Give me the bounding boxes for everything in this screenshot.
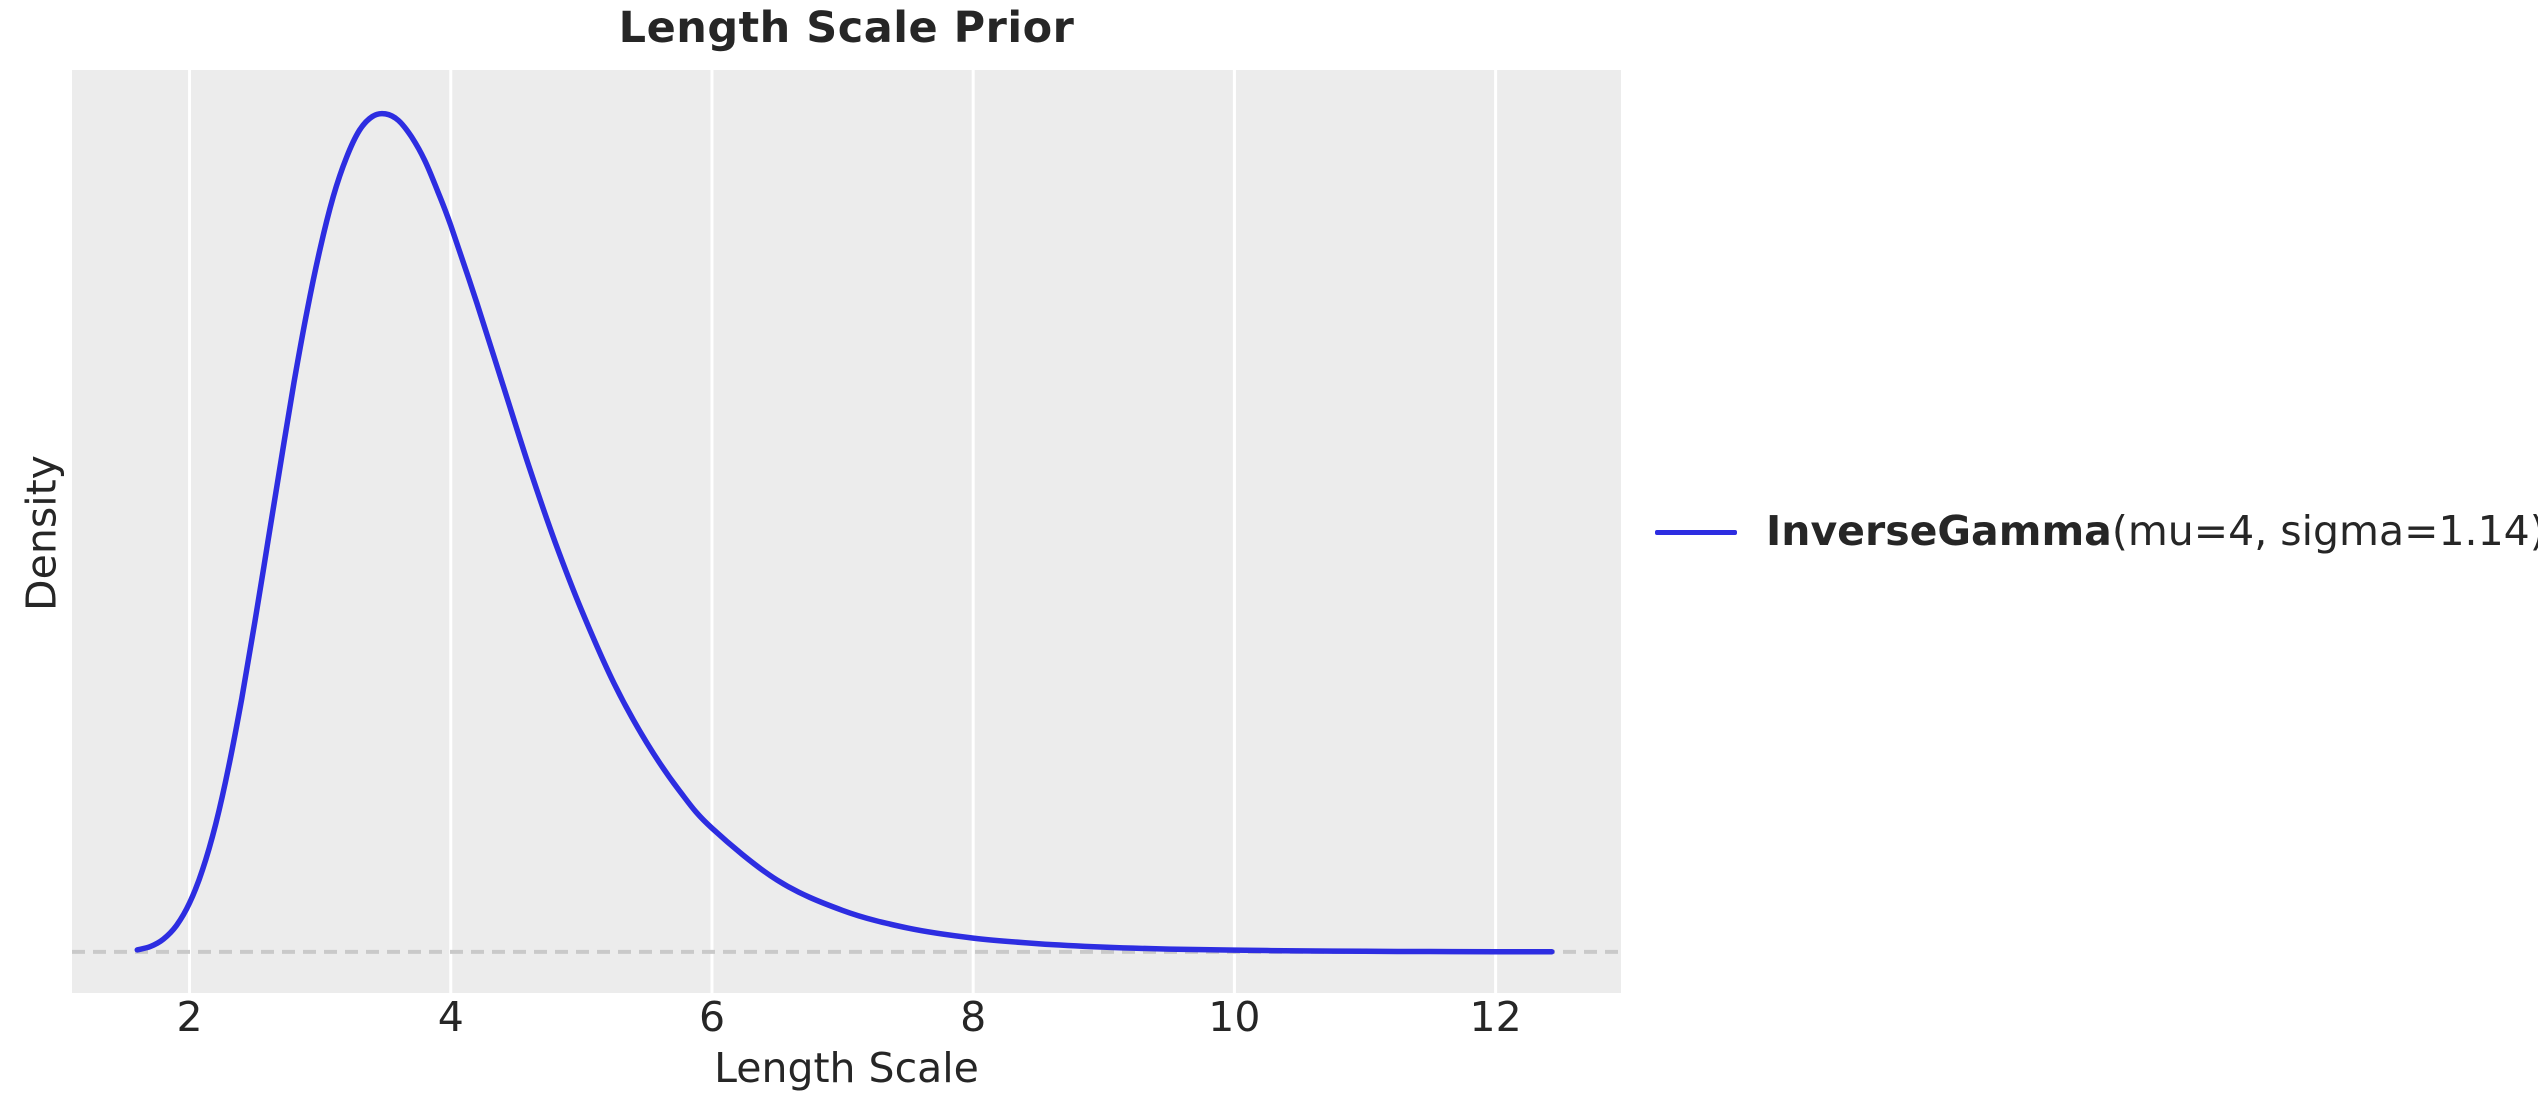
legend-line-swatch: [1655, 529, 1737, 535]
x-tick-label: 6: [698, 993, 726, 1041]
legend: InverseGamma(mu=4, sigma=1.14): [1655, 508, 2538, 556]
density-curve-line: [134, 110, 1555, 955]
plot-background: [72, 70, 1621, 993]
x-tick-label: 4: [437, 993, 464, 1041]
x-tick-label: 12: [1469, 993, 1522, 1041]
x-axis-label: Length Scale: [714, 1044, 979, 1092]
legend-label: InverseGamma(mu=4, sigma=1.14): [1766, 508, 2538, 555]
x-tick-label: 10: [1208, 993, 1261, 1041]
x-tick-label: 2: [176, 993, 203, 1041]
legend-distribution-name: InverseGamma: [1766, 507, 2112, 556]
chart-title: Length Scale Prior: [618, 3, 1075, 53]
y-axis-label: Density: [17, 455, 66, 611]
x-tick-label: 8: [960, 993, 987, 1041]
legend-params: (mu=4, sigma=1.14): [2111, 507, 2538, 556]
